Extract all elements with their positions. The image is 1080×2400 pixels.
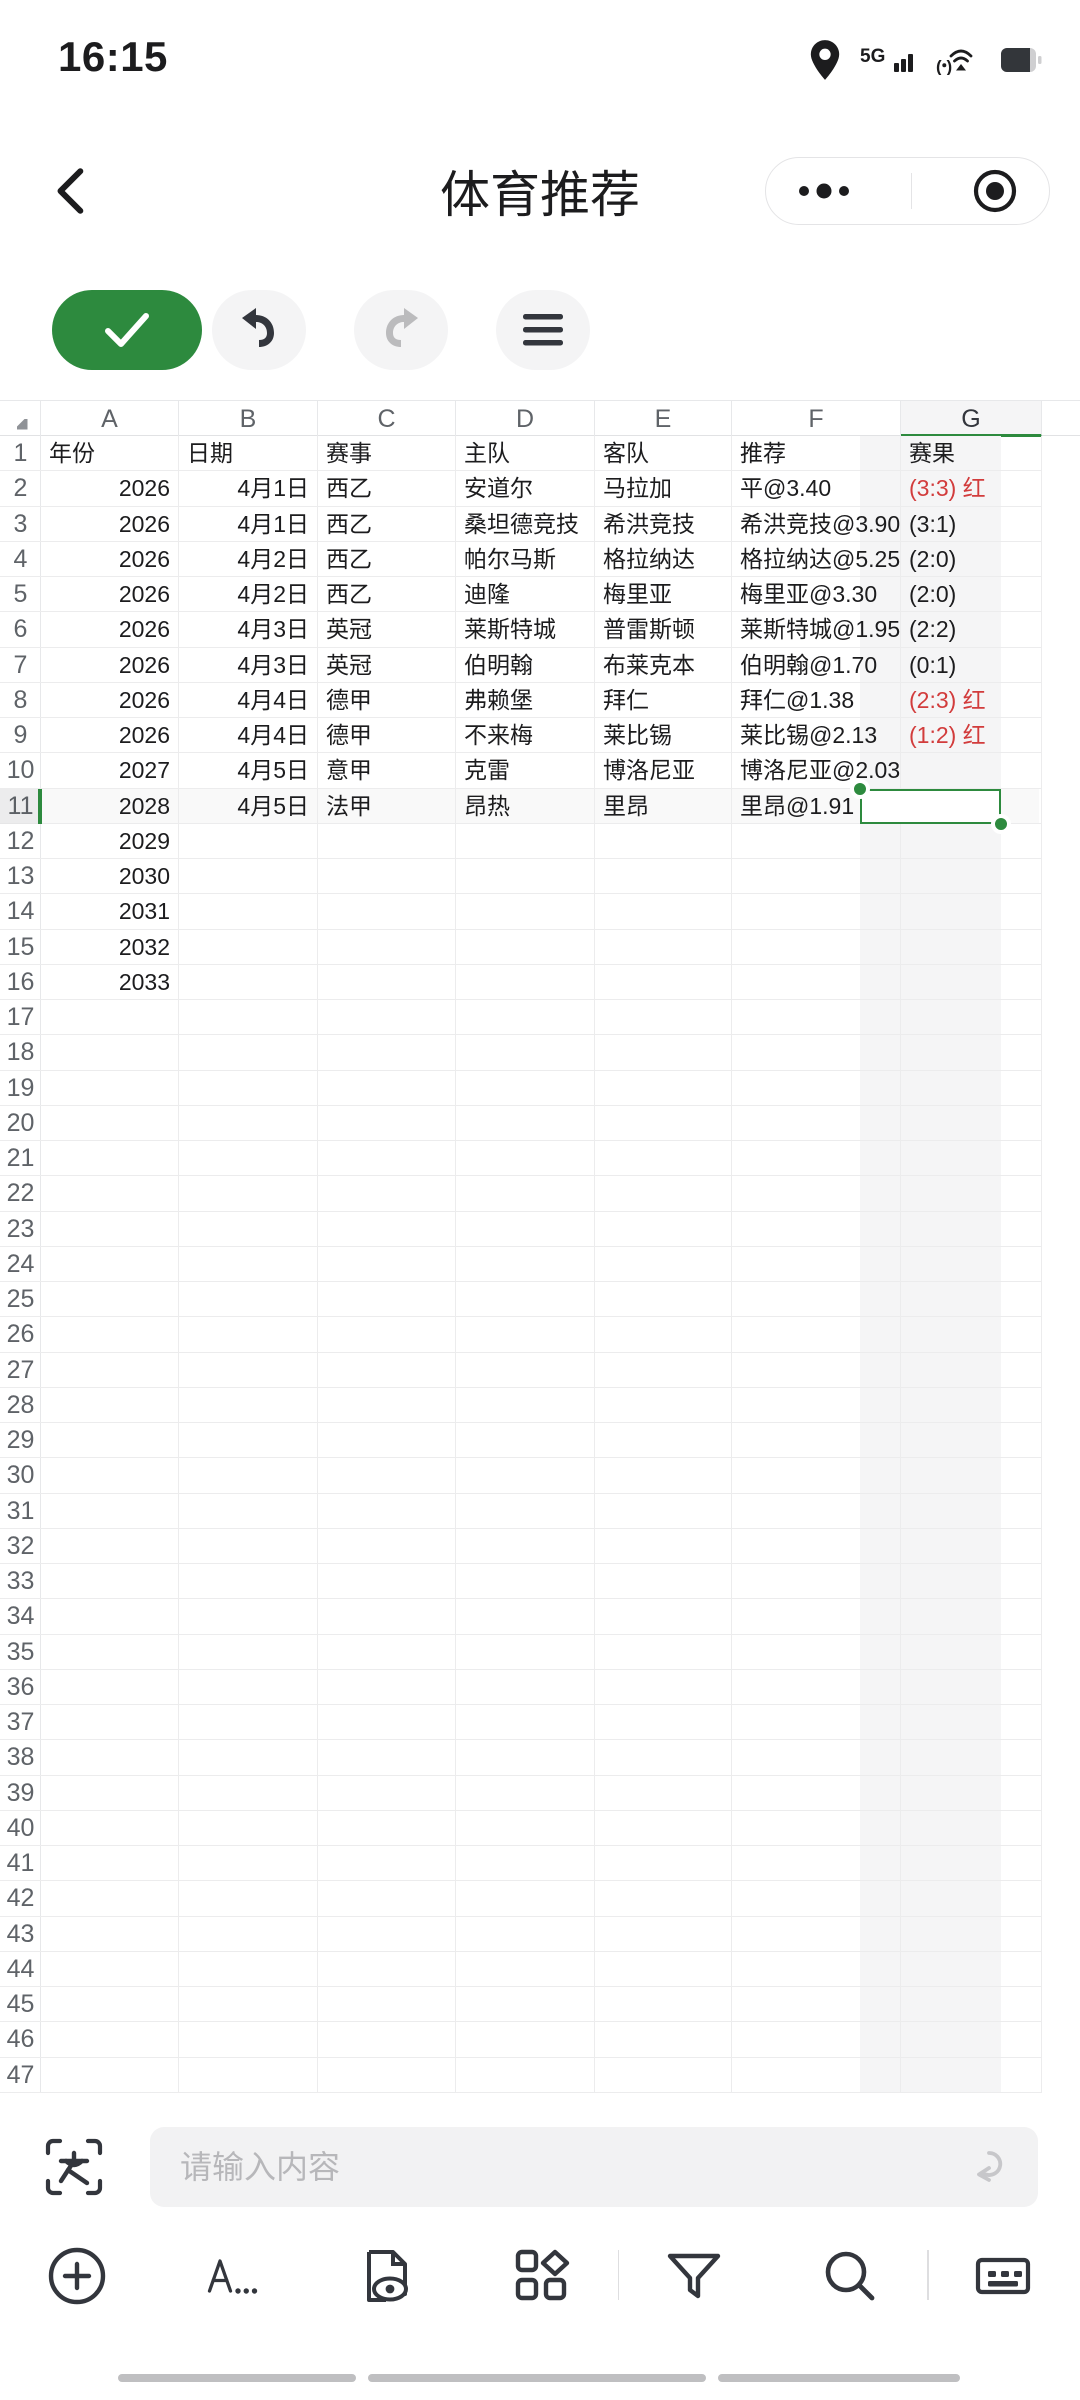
- svg-text:(: (: [936, 57, 942, 75]
- svg-text:): ): [947, 57, 953, 75]
- svg-text:5G: 5G: [860, 46, 885, 67]
